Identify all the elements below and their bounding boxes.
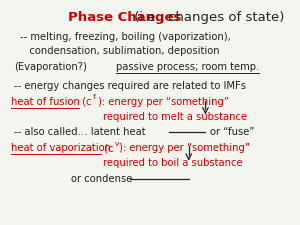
Text: -- melting, freezing, boiling (vaporization),: -- melting, freezing, boiling (vaporizat…: [20, 32, 230, 42]
Text: (c: (c: [79, 97, 92, 107]
Text: or “fuse”: or “fuse”: [210, 127, 255, 137]
Text: v: v: [115, 140, 119, 146]
Text: -- also called… latent heat: -- also called… latent heat: [14, 127, 146, 137]
Text: ): energy per “something”: ): energy per “something”: [119, 143, 250, 153]
Text: heat of vaporization: heat of vaporization: [11, 143, 110, 153]
Text: Phase Changes: Phase Changes: [68, 11, 181, 24]
Text: -- energy changes required are related to IMFs: -- energy changes required are related t…: [14, 81, 246, 91]
Text: required to boil a substance: required to boil a substance: [103, 158, 242, 168]
Text: heat of fusion: heat of fusion: [11, 97, 80, 107]
Text: or condense: or condense: [71, 174, 133, 184]
Text: ): energy per “something”: ): energy per “something”: [98, 97, 229, 107]
Text: (i.e., changes of state): (i.e., changes of state): [130, 11, 284, 24]
Text: (Evaporation?): (Evaporation?): [14, 62, 87, 72]
Text: passive process; room temp.: passive process; room temp.: [116, 62, 260, 72]
Text: required to melt a substance: required to melt a substance: [103, 112, 247, 122]
Text: condensation, sublimation, deposition: condensation, sublimation, deposition: [20, 47, 219, 56]
Text: f: f: [93, 94, 96, 100]
Text: (c: (c: [101, 143, 114, 153]
